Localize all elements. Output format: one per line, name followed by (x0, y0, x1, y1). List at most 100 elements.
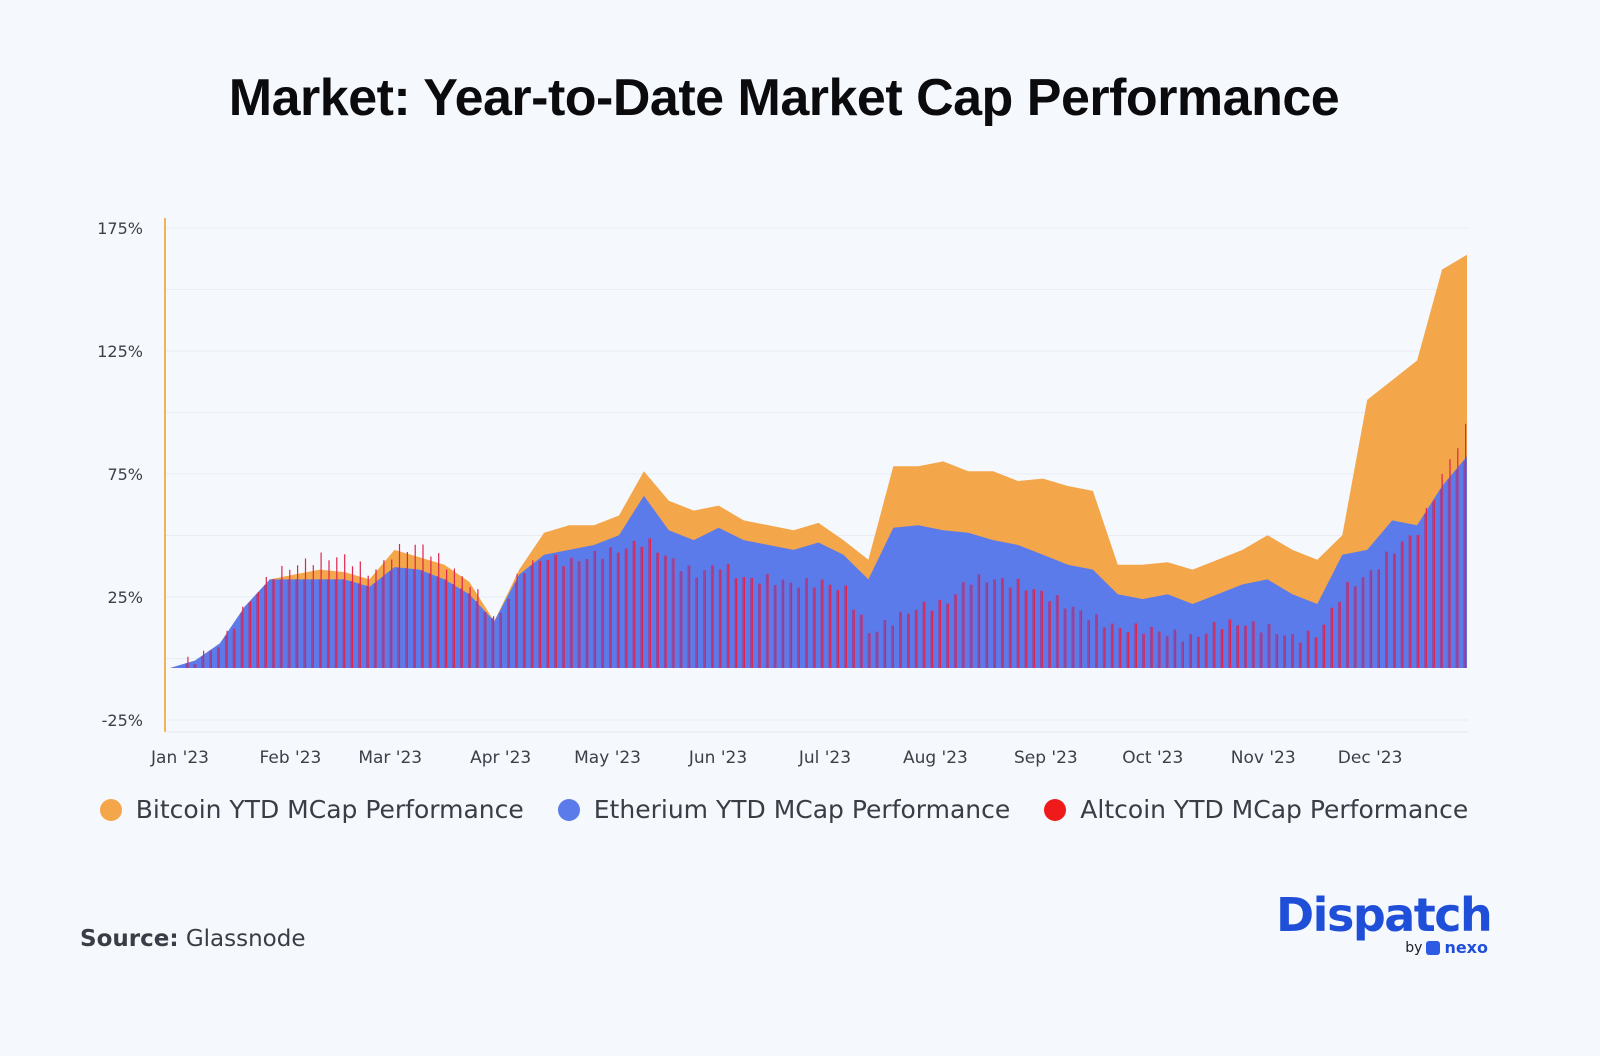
x-tick-label: Jul '23 (798, 748, 851, 768)
altcoin-bar (1173, 629, 1175, 668)
altcoin-bar (311, 579, 313, 668)
altcoin-bar (359, 561, 361, 668)
altcoin-bar (428, 573, 431, 668)
altcoin-bar (383, 560, 385, 668)
altcoin-bar (830, 584, 832, 668)
altcoin-bar (507, 598, 509, 668)
altcoin-bar (1447, 479, 1450, 668)
altcoin-bar (657, 552, 659, 668)
altcoin-bar (1402, 541, 1404, 668)
altcoin-bar (743, 577, 745, 668)
altcoin-bar (389, 571, 392, 668)
altcoin-bar (265, 577, 267, 668)
altcoin-bar (569, 557, 572, 668)
altcoin-bar (1441, 473, 1443, 668)
altcoin-bar (900, 611, 902, 668)
altcoin-bar (624, 548, 627, 668)
altcoin-bar (342, 579, 345, 668)
altcoin-bar (806, 578, 808, 668)
altcoin-bar (594, 550, 597, 668)
altcoin-bar (1080, 610, 1083, 668)
altcoin-bar (665, 555, 667, 668)
altcoin-bar (1424, 514, 1426, 668)
altcoin-bar (993, 579, 995, 668)
altcoin-bar (554, 554, 556, 668)
altcoin-bar (1306, 630, 1309, 668)
series-areas (170, 254, 1467, 668)
altcoin-bar (1465, 423, 1467, 668)
altcoin-bar (1033, 589, 1036, 668)
altcoin-bar (1236, 625, 1238, 668)
altcoin-bar (1151, 627, 1153, 668)
altcoin-bar (469, 586, 471, 668)
altcoin-bar (326, 579, 329, 668)
altcoin-bar (1463, 460, 1465, 668)
altcoin-bar (828, 584, 831, 668)
altcoin-bar (193, 664, 196, 668)
y-tick-label: 125% (97, 342, 143, 361)
altcoin-bar (1057, 595, 1059, 668)
altcoin-bar (1024, 590, 1027, 668)
altcoin-bar (979, 574, 981, 668)
altcoin-bar (1002, 577, 1004, 668)
altcoin-bar (820, 579, 823, 668)
altcoin-bar (1455, 469, 1458, 668)
altcoin-bar (217, 647, 219, 668)
altcoin-bar (930, 610, 932, 668)
brand-name: Dispatch (1276, 888, 1493, 942)
altcoin-bar (1330, 607, 1332, 668)
altcoin-bar (1228, 619, 1230, 668)
legend-item-bitcoin[interactable]: Bitcoin YTD MCap Performance (99, 795, 524, 824)
altcoin-bar (1142, 633, 1144, 668)
altcoin-bar (609, 547, 611, 668)
altcoin-bar (1322, 624, 1324, 668)
altcoin-bar (765, 574, 768, 668)
chart-plot: -25% 25% 75% 125% 175% Jan '23 Feb '23 Mar '23… (97, 218, 1468, 768)
altcoin-bar (734, 578, 736, 668)
altcoin-bar (1134, 623, 1136, 668)
altcoin-bar (336, 557, 338, 668)
altcoin-bar (577, 561, 580, 668)
altcoin-bar (971, 584, 973, 668)
altcoin-bar (1032, 589, 1034, 668)
altcoin-bar (696, 577, 698, 668)
altcoin-bar (514, 582, 517, 668)
altcoin-bar (924, 601, 926, 668)
altcoin-bar (273, 579, 275, 668)
altcoin-bar (853, 609, 855, 668)
altcoin-bar (1363, 577, 1365, 668)
ethereum-dot-icon (557, 798, 580, 821)
altcoin-bar (947, 603, 949, 668)
altcoin-bar (1041, 590, 1043, 668)
altcoin-bar (1048, 601, 1050, 668)
altcoin-bar (334, 579, 337, 668)
altcoin-bar (781, 579, 783, 668)
altcoin-bar (877, 631, 879, 668)
altcoin-bar (875, 631, 878, 668)
altcoin-bar (689, 565, 691, 668)
altcoin-bar (579, 561, 581, 668)
y-tick-label: -25% (102, 711, 143, 730)
x-tick-label: Jan '23 (150, 748, 209, 768)
altcoin-bar (704, 570, 706, 668)
ethereum-area (170, 456, 1467, 668)
legend-item-ethereum[interactable]: Etherium YTD MCap Performance (557, 795, 1010, 824)
altcoin-bar (344, 554, 346, 668)
altcoin-bar (634, 540, 636, 668)
altcoin-bar (812, 587, 815, 668)
altcoin-bar (1149, 627, 1152, 668)
legend-item-altcoin[interactable]: Altcoin YTD MCap Performance (1044, 795, 1468, 824)
altcoin-bar (555, 554, 557, 668)
altcoin-bar (1275, 634, 1277, 668)
altcoin-bar (328, 560, 330, 668)
altcoin-bar (516, 573, 518, 668)
altcoin-bar (1175, 629, 1177, 668)
altcoin-bar (1214, 622, 1216, 668)
legend-label: Altcoin YTD MCap Performance (1080, 795, 1469, 824)
altcoin-bar (892, 625, 894, 668)
altcoin-bar (398, 544, 401, 668)
altcoin-bar (1300, 642, 1302, 668)
altcoin-bar (524, 573, 526, 668)
altcoin-bar (790, 582, 793, 668)
altcoin-bar (1196, 636, 1199, 668)
